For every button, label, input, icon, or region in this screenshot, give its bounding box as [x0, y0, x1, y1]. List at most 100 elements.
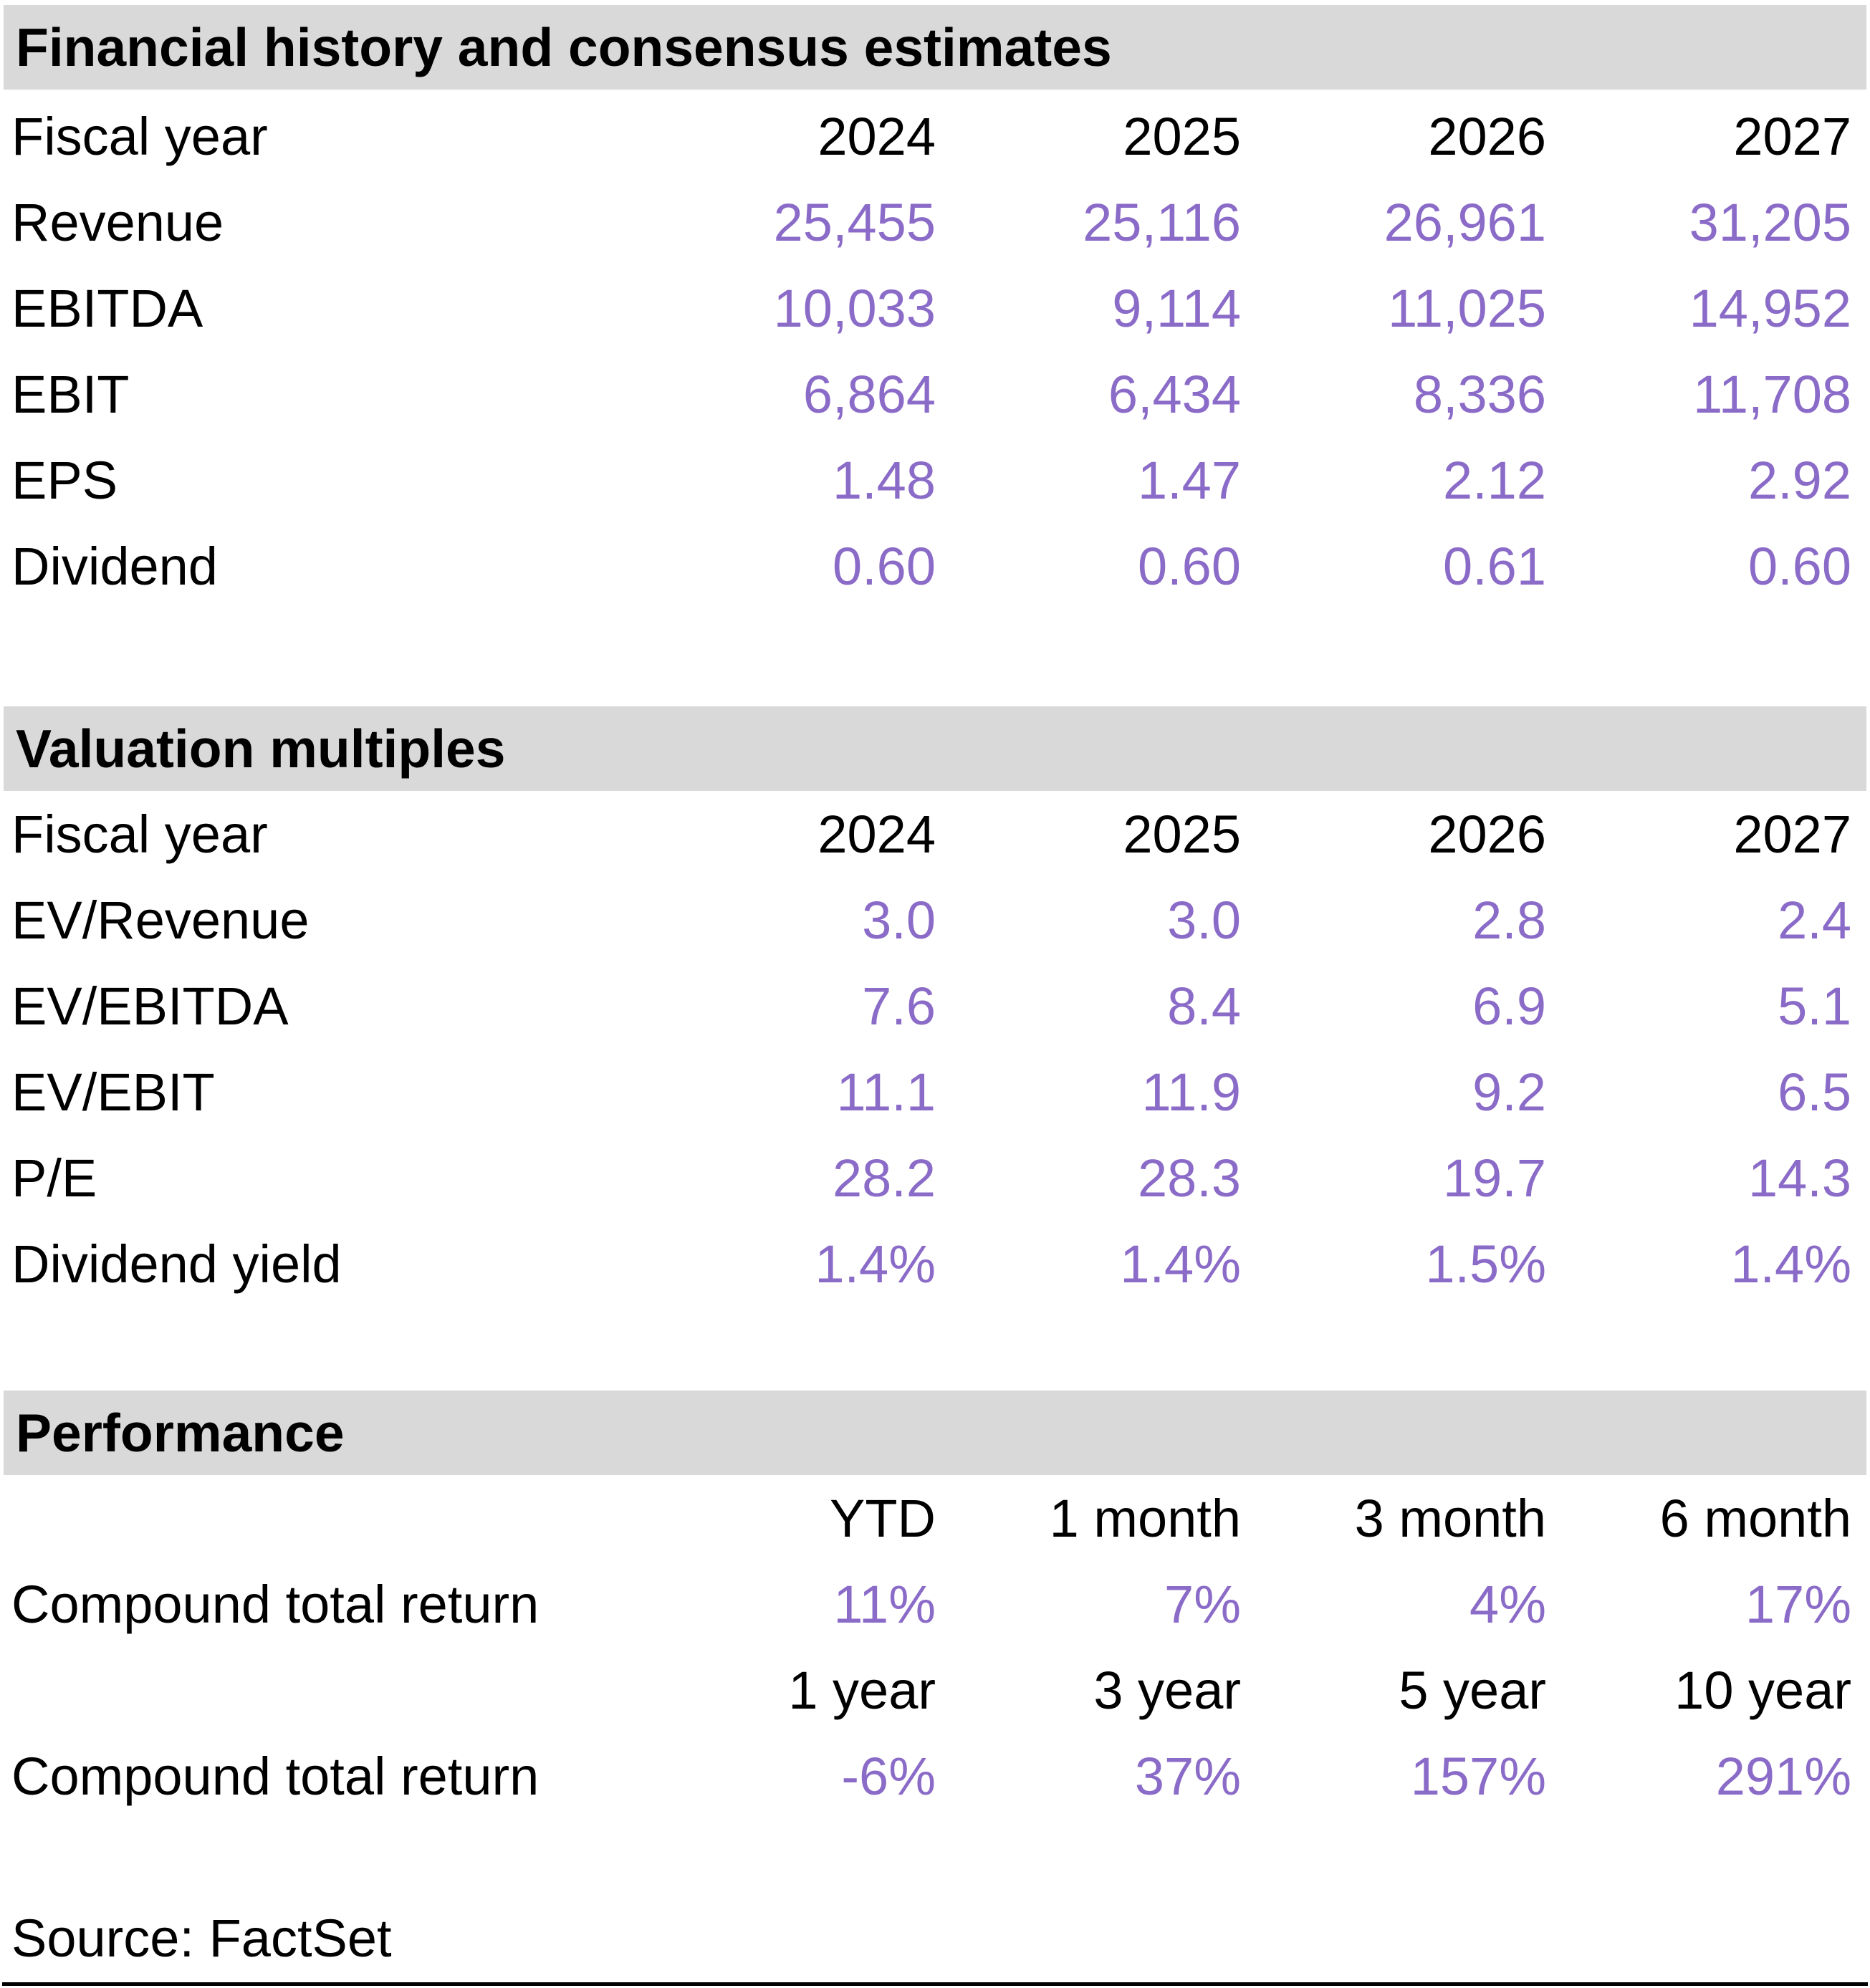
- cell-value: 37%: [1134, 1746, 1241, 1806]
- fiscal-year-label: Fiscal year: [11, 106, 268, 166]
- section-header-valuation-multiples: Valuation multiples: [4, 706, 1866, 791]
- cell-value: 11,708: [1693, 364, 1851, 424]
- cell-value: 9.2: [1472, 1062, 1546, 1122]
- table-row-compound-total-return-short: Compound total return 11% 7% 4% 17%: [0, 1561, 1870, 1647]
- cell-value: 1.4%: [815, 1234, 936, 1294]
- row-label: EV/Revenue: [11, 890, 310, 950]
- cell-value: 4%: [1469, 1574, 1546, 1634]
- cell-value: 1.5%: [1425, 1234, 1546, 1294]
- column-header-2024: 2024: [817, 106, 936, 166]
- column-header-5-year: 5 year: [1399, 1660, 1546, 1720]
- footer: Source: FactSet: [0, 1895, 1870, 1981]
- table-row-ebit: EBIT 6,864 6,434 8,336 11,708: [0, 351, 1870, 437]
- cell-value: 3.0: [862, 890, 936, 950]
- column-header-2026: 2026: [1428, 804, 1546, 864]
- cell-value: 28.2: [832, 1148, 936, 1208]
- cell-value: 6,864: [802, 364, 936, 424]
- column-header-2025: 2025: [1123, 106, 1241, 166]
- bottom-rule: [2, 1982, 1868, 1986]
- row-label: EPS: [11, 450, 118, 510]
- column-header-3-month: 3 month: [1354, 1488, 1546, 1548]
- cell-value: 7%: [1164, 1574, 1241, 1634]
- cell-value: 11.9: [1141, 1062, 1241, 1122]
- cell-value: 5.1: [1778, 976, 1851, 1036]
- table-header-row-long-periods: 1 year 3 year 5 year 10 year: [0, 1647, 1870, 1733]
- cell-value: 19.7: [1442, 1148, 1546, 1208]
- column-header-10-year: 10 year: [1674, 1660, 1851, 1720]
- cell-value: 1.4%: [1120, 1234, 1241, 1294]
- cell-value: 3.0: [1167, 890, 1241, 950]
- table-row-eps: EPS 1.48 1.47 2.12 2.92: [0, 437, 1870, 523]
- cell-value: 9,114: [1112, 278, 1241, 338]
- table-row-pe: P/E 28.2 28.3 19.7 14.3: [0, 1135, 1870, 1221]
- row-label: EV/EBITDA: [11, 976, 289, 1036]
- table-row-dividend-yield: Dividend yield 1.4% 1.4% 1.5% 1.4%: [0, 1221, 1870, 1307]
- column-header-2026: 2026: [1428, 106, 1546, 166]
- column-header-3-year: 3 year: [1093, 1660, 1241, 1720]
- table-header-row-short-periods: YTD 1 month 3 month 6 month: [0, 1475, 1870, 1561]
- column-header-1-year: 1 year: [788, 1660, 936, 1720]
- column-header-2027: 2027: [1733, 804, 1851, 864]
- cell-value: 6,434: [1108, 364, 1241, 424]
- cell-value: 1.48: [832, 450, 936, 510]
- cell-value: -6%: [841, 1746, 936, 1806]
- row-label: Dividend yield: [11, 1234, 342, 1294]
- cell-value: 0.61: [1442, 536, 1546, 596]
- financial-history-table: Fiscal year 2024 2025 2026 2027 Revenue …: [0, 93, 1870, 609]
- cell-value: 10,033: [773, 278, 936, 338]
- cell-value: 11.1: [836, 1062, 936, 1122]
- section-title: Performance: [16, 1403, 345, 1463]
- row-label: EV/EBIT: [11, 1062, 215, 1122]
- cell-value: 25,116: [1083, 192, 1241, 252]
- table-row-ev-ebitda: EV/EBITDA 7.6 8.4 6.9 5.1: [0, 963, 1870, 1049]
- cell-value: 2.12: [1442, 450, 1546, 510]
- section-header-performance: Performance: [4, 1391, 1866, 1475]
- row-label: P/E: [11, 1148, 97, 1208]
- row-label: Revenue: [11, 192, 224, 252]
- cell-value: 25,455: [773, 192, 936, 252]
- cell-value: 14,952: [1689, 278, 1851, 338]
- source-attribution: Source: FactSet: [11, 1908, 392, 1968]
- cell-value: 157%: [1410, 1746, 1546, 1806]
- section-header-financial-history: Financial history and consensus estimate…: [4, 5, 1866, 90]
- cell-value: 2.92: [1747, 450, 1851, 510]
- column-header-1-month: 1 month: [1049, 1488, 1241, 1548]
- table-row-compound-total-return-long: Compound total return -6% 37% 157% 291%: [0, 1733, 1870, 1819]
- cell-value: 28.3: [1137, 1148, 1241, 1208]
- performance-table: YTD 1 month 3 month 6 month Compound tot…: [0, 1475, 1870, 1819]
- column-header-2024: 2024: [817, 804, 936, 864]
- fiscal-year-label: Fiscal year: [11, 804, 268, 864]
- table-row-dividend: Dividend 0.60 0.60 0.61 0.60: [0, 523, 1870, 609]
- cell-value: 17%: [1745, 1574, 1851, 1634]
- cell-value: 8.4: [1167, 976, 1241, 1036]
- column-header-2027: 2027: [1733, 106, 1851, 166]
- table-header-row: Fiscal year 2024 2025 2026 2027: [0, 93, 1870, 179]
- table-header-row: Fiscal year 2024 2025 2026 2027: [0, 791, 1870, 877]
- cell-value: 7.6: [862, 976, 936, 1036]
- cell-value: 8,336: [1413, 364, 1546, 424]
- column-header-ytd: YTD: [830, 1488, 936, 1548]
- cell-value: 2.4: [1778, 890, 1851, 950]
- cell-value: 0.60: [832, 536, 936, 596]
- column-header-2025: 2025: [1123, 804, 1241, 864]
- cell-value: 11%: [833, 1574, 936, 1634]
- row-label: Compound total return: [11, 1746, 540, 1806]
- cell-value: 1.4%: [1730, 1234, 1851, 1294]
- row-label: Dividend: [11, 536, 218, 596]
- cell-value: 11,025: [1388, 278, 1546, 338]
- table-row-revenue: Revenue 25,455 25,116 26,961 31,205: [0, 179, 1870, 265]
- cell-value: 6.9: [1472, 976, 1546, 1036]
- table-row-ev-ebit: EV/EBIT 11.1 11.9 9.2 6.5: [0, 1049, 1870, 1135]
- section-title: Financial history and consensus estimate…: [16, 17, 1112, 77]
- valuation-multiples-table: Fiscal year 2024 2025 2026 2027 EV/Reven…: [0, 791, 1870, 1307]
- cell-value: 291%: [1715, 1746, 1851, 1806]
- row-label: EBIT: [11, 364, 130, 424]
- row-label: Compound total return: [11, 1574, 540, 1634]
- table-row-ebitda: EBITDA 10,033 9,114 11,025 14,952: [0, 265, 1870, 351]
- cell-value: 26,961: [1384, 192, 1546, 252]
- row-label: EBITDA: [11, 278, 203, 338]
- cell-value: 31,205: [1689, 192, 1851, 252]
- cell-value: 6.5: [1778, 1062, 1851, 1122]
- table-row-ev-revenue: EV/Revenue 3.0 3.0 2.8 2.4: [0, 877, 1870, 963]
